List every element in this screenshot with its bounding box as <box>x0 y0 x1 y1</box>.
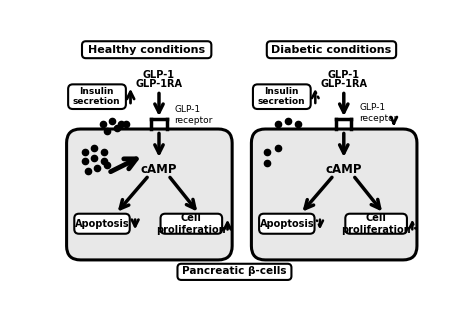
Text: Healthy conditions: Healthy conditions <box>88 45 205 55</box>
Text: Pancreatic β-cells: Pancreatic β-cells <box>182 266 287 276</box>
FancyBboxPatch shape <box>267 41 396 58</box>
Text: Cell
proliferation: Cell proliferation <box>341 213 411 235</box>
FancyBboxPatch shape <box>161 214 222 234</box>
Text: cAMP: cAMP <box>326 162 362 176</box>
FancyBboxPatch shape <box>66 129 232 260</box>
Text: GLP-1RA: GLP-1RA <box>136 80 182 89</box>
Text: Diabetic conditions: Diabetic conditions <box>271 45 392 55</box>
Text: GLP-1: GLP-1 <box>143 70 175 80</box>
Text: cAMP: cAMP <box>141 162 177 176</box>
Text: Insulin
secretion: Insulin secretion <box>257 87 305 107</box>
FancyBboxPatch shape <box>253 84 310 109</box>
Text: Insulin
secretion: Insulin secretion <box>73 87 120 107</box>
FancyBboxPatch shape <box>68 84 126 109</box>
Text: GLP-1RA: GLP-1RA <box>320 80 367 89</box>
Text: GLP-1: GLP-1 <box>328 70 360 80</box>
FancyBboxPatch shape <box>177 264 292 280</box>
Text: Apoptosis: Apoptosis <box>259 219 314 229</box>
Text: Cell
proliferation: Cell proliferation <box>156 213 226 235</box>
Text: Apoptosis: Apoptosis <box>75 219 129 229</box>
FancyBboxPatch shape <box>82 41 211 58</box>
Text: GLP-1
receptor: GLP-1 receptor <box>359 103 398 122</box>
FancyBboxPatch shape <box>259 214 315 234</box>
FancyBboxPatch shape <box>251 129 417 260</box>
FancyBboxPatch shape <box>346 214 407 234</box>
Text: GLP-1
receptor: GLP-1 receptor <box>174 106 213 125</box>
FancyBboxPatch shape <box>74 214 130 234</box>
